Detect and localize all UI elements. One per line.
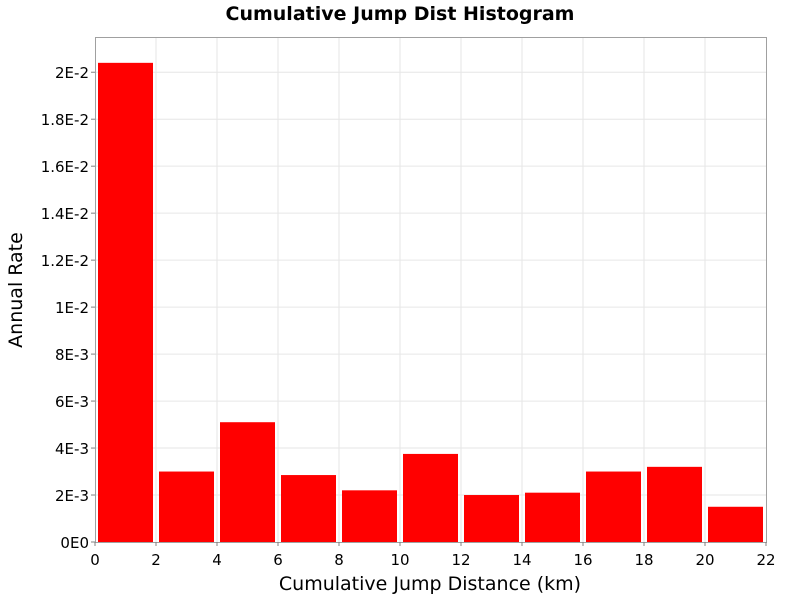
ticks-layer: 0 2 4 6 8 10 12 14 16 18 20 22 0E0 2E-3 4E-3 6E-3 8E-3 1E… [41,64,776,569]
x-tick-label: 20 [695,551,714,569]
y-tick-label: 6E-3 [55,393,89,411]
x-axis-label: Cumulative Jump Distance (km) [279,573,581,595]
histogram-bar [281,475,336,542]
y-tick-label: 0E0 [60,534,89,552]
y-tick-label: 1E-2 [55,299,89,317]
y-tick-label: 8E-3 [55,346,89,364]
histogram-bar [464,495,519,542]
y-tick-label: 1.2E-2 [41,252,89,270]
y-tick-label: 1.8E-2 [41,111,89,129]
y-tick-label: 4E-3 [55,440,89,458]
histogram-bar [342,490,397,542]
x-tick-label: 8 [334,551,344,569]
plot-frame [95,37,767,543]
x-tick-label: 16 [573,551,592,569]
histogram-bar [647,466,702,542]
x-tick-label: 22 [756,551,775,569]
bars-layer [98,62,763,542]
histogram-bar [98,62,153,542]
x-tick-label: 0 [90,551,100,569]
y-tick-label: 1.6E-2 [41,158,89,176]
x-tick-label: 2 [151,551,161,569]
chart-title: Cumulative Jump Dist Histogram [226,3,575,25]
histogram-bar [525,492,580,542]
histogram-bar [159,471,214,542]
x-tick-label: 10 [390,551,409,569]
x-tick-label: 18 [634,551,653,569]
histogram-bar [220,422,275,542]
y-tick-label: 2E-2 [55,64,89,82]
y-tick-label: 1.4E-2 [41,205,89,223]
histogram-bar [586,471,641,542]
histogram-bar [708,506,763,542]
x-tick-label: 4 [212,551,222,569]
x-tick-label: 12 [451,551,470,569]
y-axis-label: Annual Rate [5,232,27,348]
x-tick-label: 14 [512,551,531,569]
x-tick-label: 6 [273,551,283,569]
y-tick-label: 2E-3 [55,487,89,505]
histogram-bar [403,453,458,542]
